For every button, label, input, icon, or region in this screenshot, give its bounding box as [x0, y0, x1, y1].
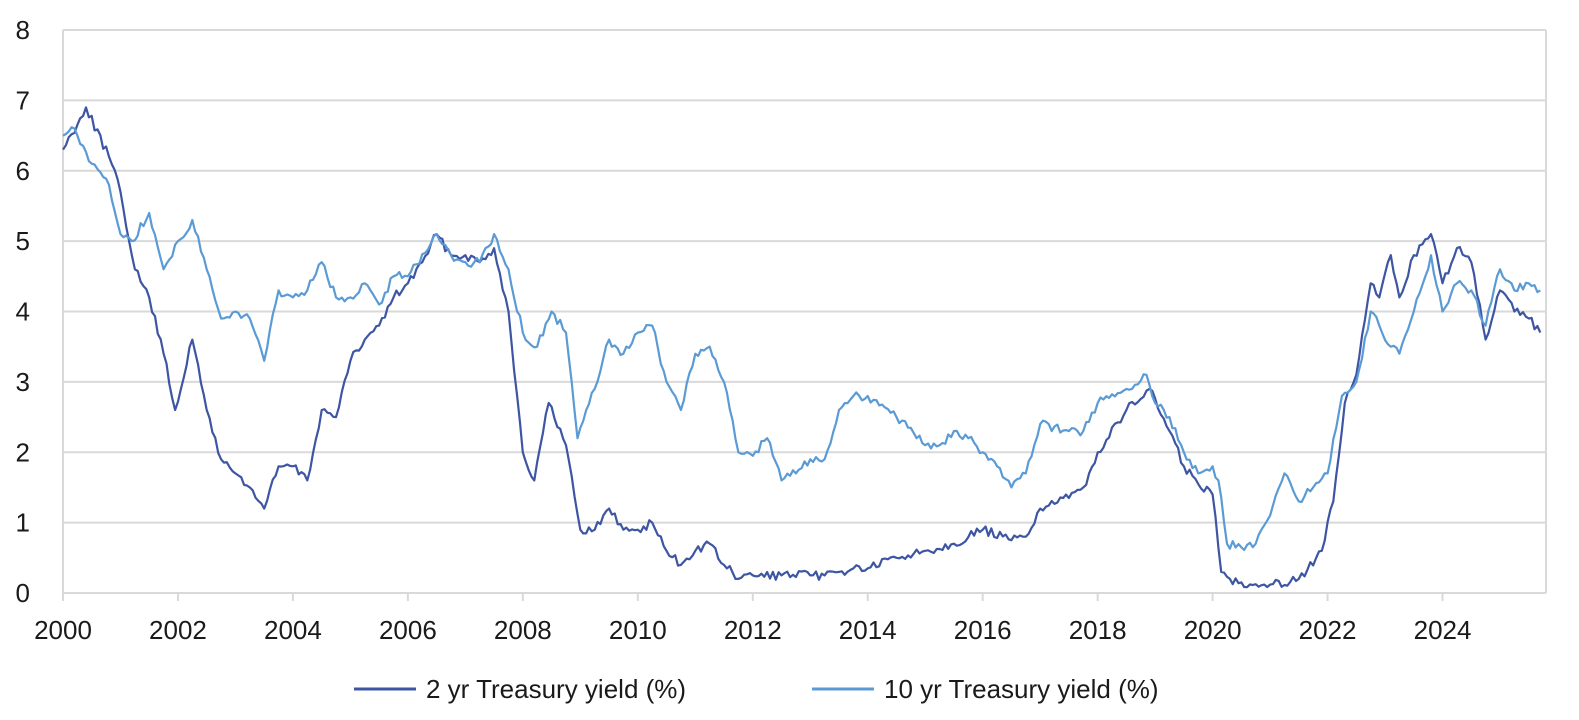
x-tick-label: 2004 — [264, 615, 322, 645]
x-tick-label: 2002 — [149, 615, 207, 645]
x-tick-label: 2012 — [724, 615, 782, 645]
x-tick-label: 2006 — [379, 615, 437, 645]
axes — [62, 30, 1547, 594]
y-tick-label: 6 — [16, 156, 30, 186]
y-axis-ticks: 0 1 2 3 4 5 6 7 8 — [16, 15, 30, 608]
legend-label: 2 yr Treasury yield (%) — [426, 674, 686, 704]
y-tick-label: 7 — [16, 85, 30, 115]
gridlines — [63, 29, 1546, 524]
x-tick-label: 2024 — [1414, 615, 1472, 645]
y-tick-label: 2 — [16, 437, 30, 467]
x-tick-label: 2008 — [494, 615, 552, 645]
legend: 2 yr Treasury yield (%) 10 yr Treasury yi… — [354, 674, 1159, 704]
x-tick-label: 2014 — [839, 615, 897, 645]
y-tick-label: 8 — [16, 15, 30, 45]
y-tick-label: 4 — [16, 297, 30, 327]
x-axis-ticks: 2000 2002 2004 2006 2008 2010 2012 2014 2016 2018… — [34, 593, 1471, 645]
x-tick-label: 2010 — [609, 615, 667, 645]
x-tick-label: 2000 — [34, 615, 92, 645]
y-tick-label: 0 — [16, 578, 30, 608]
series-line-2yr — [62, 106, 1542, 589]
series-line-10yr — [62, 126, 1541, 551]
y-tick-label: 1 — [16, 508, 30, 538]
x-tick-label: 2020 — [1184, 615, 1242, 645]
y-tick-label: 5 — [16, 226, 30, 256]
y-tick-label: 3 — [16, 367, 30, 397]
x-tick-label: 2016 — [954, 615, 1012, 645]
series-lines — [62, 106, 1542, 589]
x-tick-label: 2022 — [1299, 615, 1357, 645]
legend-label: 10 yr Treasury yield (%) — [884, 674, 1159, 704]
x-tick-label: 2018 — [1069, 615, 1127, 645]
